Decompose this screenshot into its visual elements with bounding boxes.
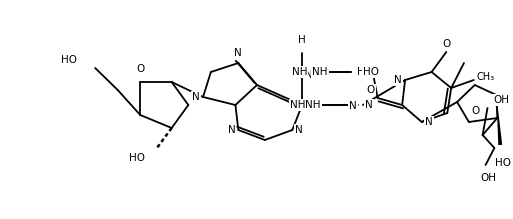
Text: NH: NH	[305, 100, 321, 110]
Text: N: N	[305, 70, 313, 80]
Text: OH: OH	[481, 173, 497, 183]
Text: N: N	[425, 117, 432, 127]
Text: O: O	[366, 85, 374, 95]
Text: N: N	[365, 100, 372, 110]
Text: O: O	[472, 106, 480, 116]
Text: NH: NH	[312, 67, 327, 77]
Text: HO: HO	[129, 153, 145, 163]
Text: CH₃: CH₃	[477, 72, 495, 82]
Text: N: N	[192, 92, 200, 102]
Text: HO: HO	[357, 67, 373, 77]
Polygon shape	[497, 95, 502, 145]
Text: N: N	[228, 125, 235, 135]
Text: H: H	[298, 35, 306, 45]
Text: HO: HO	[496, 158, 511, 168]
Text: HO: HO	[363, 67, 379, 77]
Text: OH: OH	[494, 95, 509, 105]
Text: N: N	[394, 75, 402, 85]
Text: HO: HO	[61, 55, 76, 65]
Text: NH: NH	[291, 67, 307, 77]
Text: N: N	[349, 101, 357, 111]
Text: N: N	[295, 125, 303, 135]
Text: O: O	[136, 64, 144, 74]
Text: NH: NH	[289, 100, 305, 110]
Text: O: O	[442, 39, 450, 49]
Text: N: N	[234, 48, 242, 58]
